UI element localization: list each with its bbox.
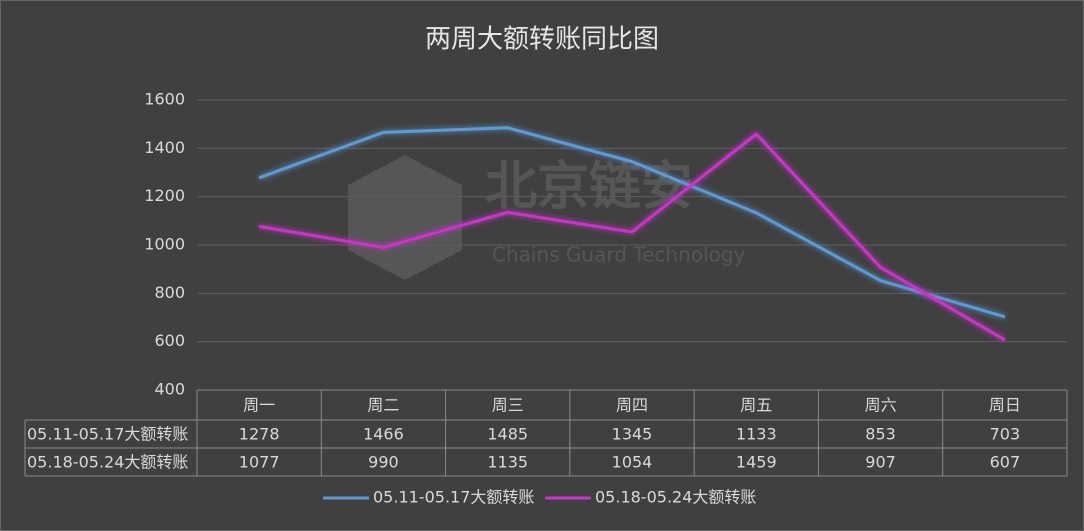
y-tick-label: 800 — [154, 283, 185, 302]
table-cell: 853 — [865, 425, 896, 444]
table-row-label: 05.11-05.17大额转账 — [27, 425, 188, 444]
table-cell: 1466 — [363, 425, 404, 444]
watermark: 北京链安 Chains Guard Technology — [348, 155, 745, 280]
table-cell: 1345 — [612, 425, 653, 444]
table-cell: 1135 — [487, 453, 528, 472]
x-tick-label: 周五 — [740, 396, 772, 415]
watermark-subtitle: Chains Guard Technology — [492, 243, 745, 267]
y-tick-label: 600 — [154, 331, 185, 350]
table-cell: 1459 — [736, 453, 777, 472]
legend-label: 05.18-05.24大额转账 — [595, 488, 756, 507]
x-tick-label: 周日 — [989, 396, 1021, 415]
legend-label: 05.11-05.17大额转账 — [373, 488, 534, 507]
x-tick-label: 周三 — [492, 396, 524, 415]
table-cell: 1485 — [487, 425, 528, 444]
x-tick-label: 周一 — [243, 396, 275, 415]
x-tick-label: 周二 — [367, 396, 399, 415]
y-tick-label: 1400 — [144, 138, 185, 157]
x-tick-label: 周六 — [865, 396, 897, 415]
y-tick-label: 1000 — [144, 235, 185, 254]
y-tick-label: 400 — [154, 380, 185, 399]
y-tick-label: 1200 — [144, 186, 185, 205]
table-cell: 1077 — [239, 453, 280, 472]
series-line — [258, 132, 1006, 342]
watermark-logo — [348, 155, 462, 280]
y-tick-label: 1600 — [144, 90, 185, 109]
watermark-title: 北京链安 — [485, 157, 693, 217]
series-line — [258, 126, 1006, 319]
table-cell: 907 — [865, 453, 896, 472]
x-tick-label: 周四 — [616, 396, 648, 415]
table-row-label: 05.18-05.24大额转账 — [27, 453, 188, 472]
table-cell: 1278 — [239, 425, 280, 444]
table-cell: 607 — [990, 453, 1021, 472]
table-cell: 703 — [990, 425, 1021, 444]
table-cell: 990 — [368, 453, 399, 472]
table-cell: 1133 — [736, 425, 777, 444]
table-cell: 1054 — [612, 453, 653, 472]
chart-title: 两周大额转账同比图 — [425, 25, 659, 55]
